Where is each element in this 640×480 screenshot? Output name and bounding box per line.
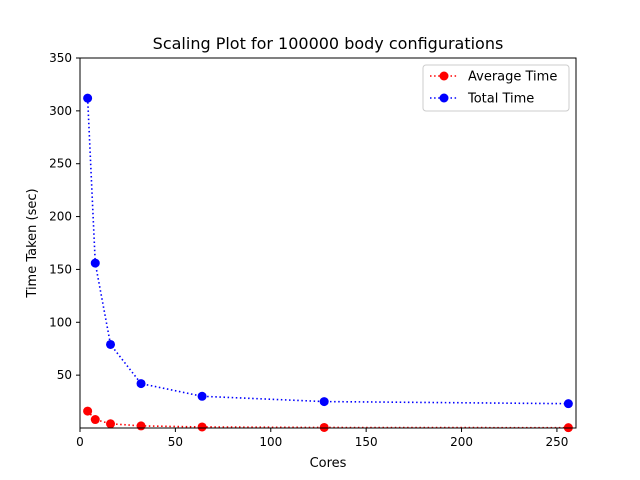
legend: Average Time Total Time — [422, 64, 570, 112]
y-axis: 50 100 150 200 250 300 350 — [49, 51, 80, 382]
average-time-point — [83, 406, 93, 416]
average-time-point — [136, 421, 146, 431]
y-tick-label: 50 — [57, 368, 72, 382]
x-axis-label: Cores — [310, 456, 347, 471]
y-tick-label: 200 — [49, 210, 72, 224]
total-time-point — [83, 93, 93, 103]
total-time-point — [136, 379, 146, 389]
total-time-point — [197, 391, 207, 401]
y-tick-label: 350 — [49, 51, 72, 65]
total-time-point — [106, 339, 116, 349]
x-tick-label: 250 — [545, 435, 568, 449]
total-time-point — [90, 258, 100, 268]
average-time-point — [90, 415, 100, 425]
x-tick-label: 100 — [259, 435, 282, 449]
legend-box — [422, 64, 570, 112]
x-axis: 0 50 100 150 200 250 — [76, 428, 568, 449]
x-tick-label: 0 — [76, 435, 84, 449]
plot-frame — [79, 57, 577, 429]
average-time-legend-marker — [439, 71, 449, 81]
average-time-point — [106, 419, 116, 429]
chart-title: Scaling Plot for 100000 body configurati… — [153, 34, 504, 53]
total-time-legend-label: Total Time — [467, 92, 534, 107]
average-time-legend-label: Average Time — [468, 70, 557, 85]
total-time-legend-marker — [439, 93, 449, 103]
y-tick-label: 250 — [49, 157, 72, 171]
average-time-point — [197, 422, 207, 432]
x-tick-label: 150 — [355, 435, 378, 449]
average-time-point — [319, 422, 329, 432]
y-tick-label: 300 — [49, 104, 72, 118]
x-tick-label: 50 — [168, 435, 183, 449]
total-time-point — [319, 397, 329, 407]
y-tick-label: 150 — [49, 262, 72, 276]
y-tick-label: 100 — [49, 315, 72, 329]
total-time-point — [563, 399, 573, 409]
x-tick-label: 200 — [450, 435, 473, 449]
y-axis-label: Time Taken (sec) — [25, 188, 40, 298]
